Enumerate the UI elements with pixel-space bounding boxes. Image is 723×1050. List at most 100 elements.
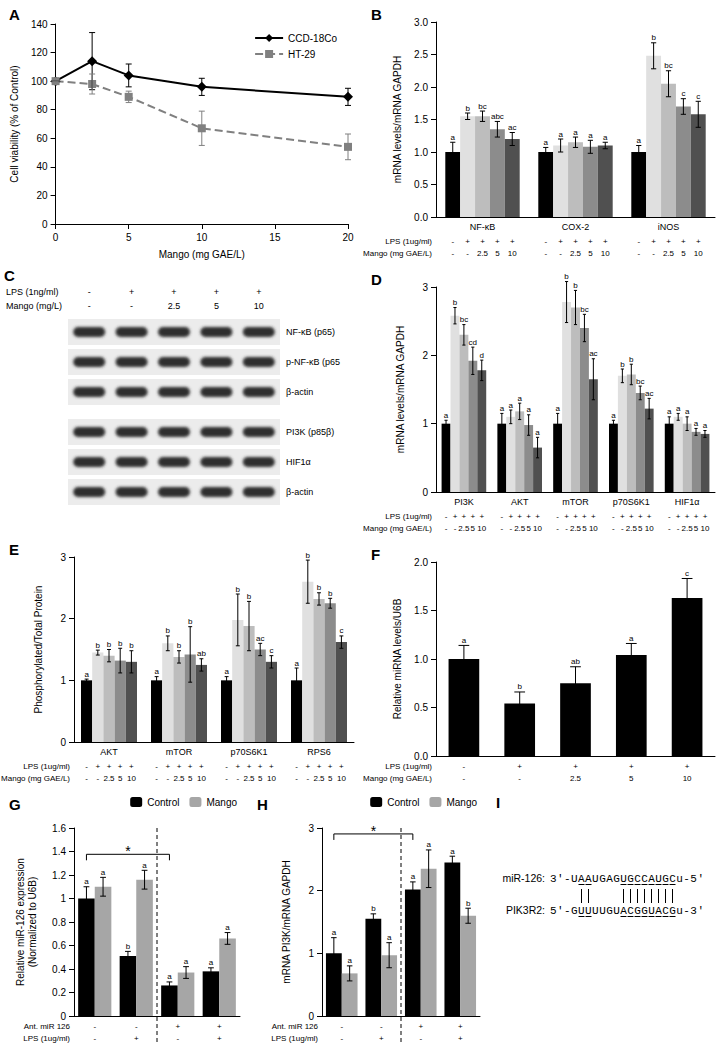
svg-text:Control: Control [147,797,179,808]
svg-text:b: b [107,640,112,649]
svg-text:a: a [694,419,699,428]
svg-text:5: 5 [258,774,263,783]
svg-text:5: 5 [495,249,500,258]
svg-text:+: + [379,1034,384,1043]
svg-text:+: + [177,762,182,771]
svg-text:mRNA PI3K/mRNA GAPDH: mRNA PI3K/mRNA GAPDH [281,860,292,983]
svg-text:15: 15 [269,232,281,243]
svg-text:5: 5 [526,524,531,533]
svg-text:a: a [184,957,189,966]
svg-text:-: - [463,762,466,771]
svg-text:20: 20 [342,232,354,243]
svg-text:+: + [517,762,522,771]
svg-text:+: + [458,1034,463,1043]
svg-text:a: a [101,868,106,877]
svg-text:+: + [199,762,204,771]
svg-text:10: 10 [508,249,517,258]
svg-text:ab: ab [197,649,206,658]
svg-text:2.5: 2.5 [570,524,582,533]
svg-text:2.5: 2.5 [626,524,638,533]
svg-text:a: a [603,133,608,142]
svg-text:-: - [85,774,88,783]
svg-text:-: - [668,512,671,521]
svg-text:-: - [677,524,680,533]
svg-text:-: - [445,524,448,533]
svg-text:HIF1α: HIF1α [675,497,700,507]
svg-text:-: - [612,524,615,533]
svg-text:+: + [305,762,310,771]
svg-text:-: - [93,1022,96,1031]
svg-text:ac: ac [645,389,653,398]
svg-text:a: a [517,394,522,403]
svg-text:Mango: Mango [446,797,477,808]
svg-text:-: - [565,524,568,533]
svg-text:Mango: Mango [206,797,237,808]
svg-text:-: - [652,249,655,258]
svg-text:-: - [130,301,133,311]
svg-text:a: a [637,136,642,145]
svg-text:RPS6: RPS6 [307,747,331,757]
svg-text:0.0: 0.0 [414,751,428,762]
svg-text:10: 10 [127,774,136,783]
svg-text:E: E [9,541,19,558]
svg-text:-: - [225,762,228,771]
svg-text:-: - [463,774,466,783]
svg-text:LPS (1ug/ml): LPS (1ug/ml) [385,237,432,246]
svg-text:ac: ac [256,634,264,643]
svg-text:b: b [453,298,458,307]
svg-text:0.0: 0.0 [414,212,428,223]
svg-text:c: c [681,89,685,98]
svg-text:p-NF-κB (p65: p-NF-κB (p65 [286,357,340,367]
svg-text:+: + [217,1034,222,1043]
svg-text:c: c [696,92,700,101]
svg-text:-: - [445,512,448,521]
svg-text:+: + [129,762,134,771]
svg-text:PIK3R2:: PIK3R2: [506,904,545,916]
svg-text:a: a [588,131,593,140]
svg-text:LPS (1ug/ml): LPS (1ug/ml) [385,762,432,771]
svg-text:miR-126:: miR-126: [502,872,545,884]
svg-text:a: a [224,667,229,676]
svg-text:2.5: 2.5 [173,774,185,783]
svg-text:Mango (mg GAE/L): Mango (mg GAE/L) [159,249,245,260]
svg-text:a: a [225,923,230,932]
svg-text:3: 3 [60,552,66,563]
svg-text:p70S6K1: p70S6K1 [613,497,650,507]
svg-text:2: 2 [422,350,428,361]
svg-text:G: G [9,796,21,813]
svg-text:LPS (1ng/ml): LPS (1ng/ml) [6,287,59,297]
svg-text:0.2: 0.2 [52,987,66,998]
svg-text:a: a [84,670,89,679]
svg-text:NF-κB (p65): NF-κB (p65) [286,327,335,337]
svg-text:Cell viability (% of Control): Cell viability (% of Control) [9,65,20,182]
svg-text:a: a [154,667,159,676]
svg-text:ab: ab [571,657,580,666]
svg-text:Mango (mg GAE/L): Mango (mg GAE/L) [363,524,432,533]
svg-text:-: - [466,249,469,258]
svg-text:+: + [118,762,123,771]
svg-text:2.5: 2.5 [168,301,181,311]
svg-text:2: 2 [60,613,66,624]
svg-text:b: b [620,360,625,369]
svg-text:+: + [465,237,470,246]
svg-text:Mango (mg GAE/L): Mango (mg GAE/L) [363,249,432,258]
svg-text:5: 5 [629,774,634,783]
svg-text:-: - [451,237,454,246]
svg-text:PI3K: PI3K [454,497,474,507]
svg-text:a: a [676,404,681,413]
svg-text:a: a [558,130,563,139]
svg-text:-: - [612,512,615,521]
svg-text:3: 3 [422,282,428,293]
svg-text:+: + [175,1022,180,1031]
svg-text:0: 0 [42,219,48,230]
svg-text:5: 5 [588,249,593,258]
svg-text:+: + [479,512,484,521]
svg-text:-: - [556,524,559,533]
svg-text:Mango (mg GAE/L): Mango (mg GAE/L) [363,774,432,783]
svg-text:100: 100 [31,76,48,87]
svg-text:A: A [9,6,20,23]
svg-text:0.6: 0.6 [52,940,66,951]
svg-text:40: 40 [36,161,48,172]
svg-text:+: + [666,237,671,246]
svg-text:-: - [556,512,559,521]
